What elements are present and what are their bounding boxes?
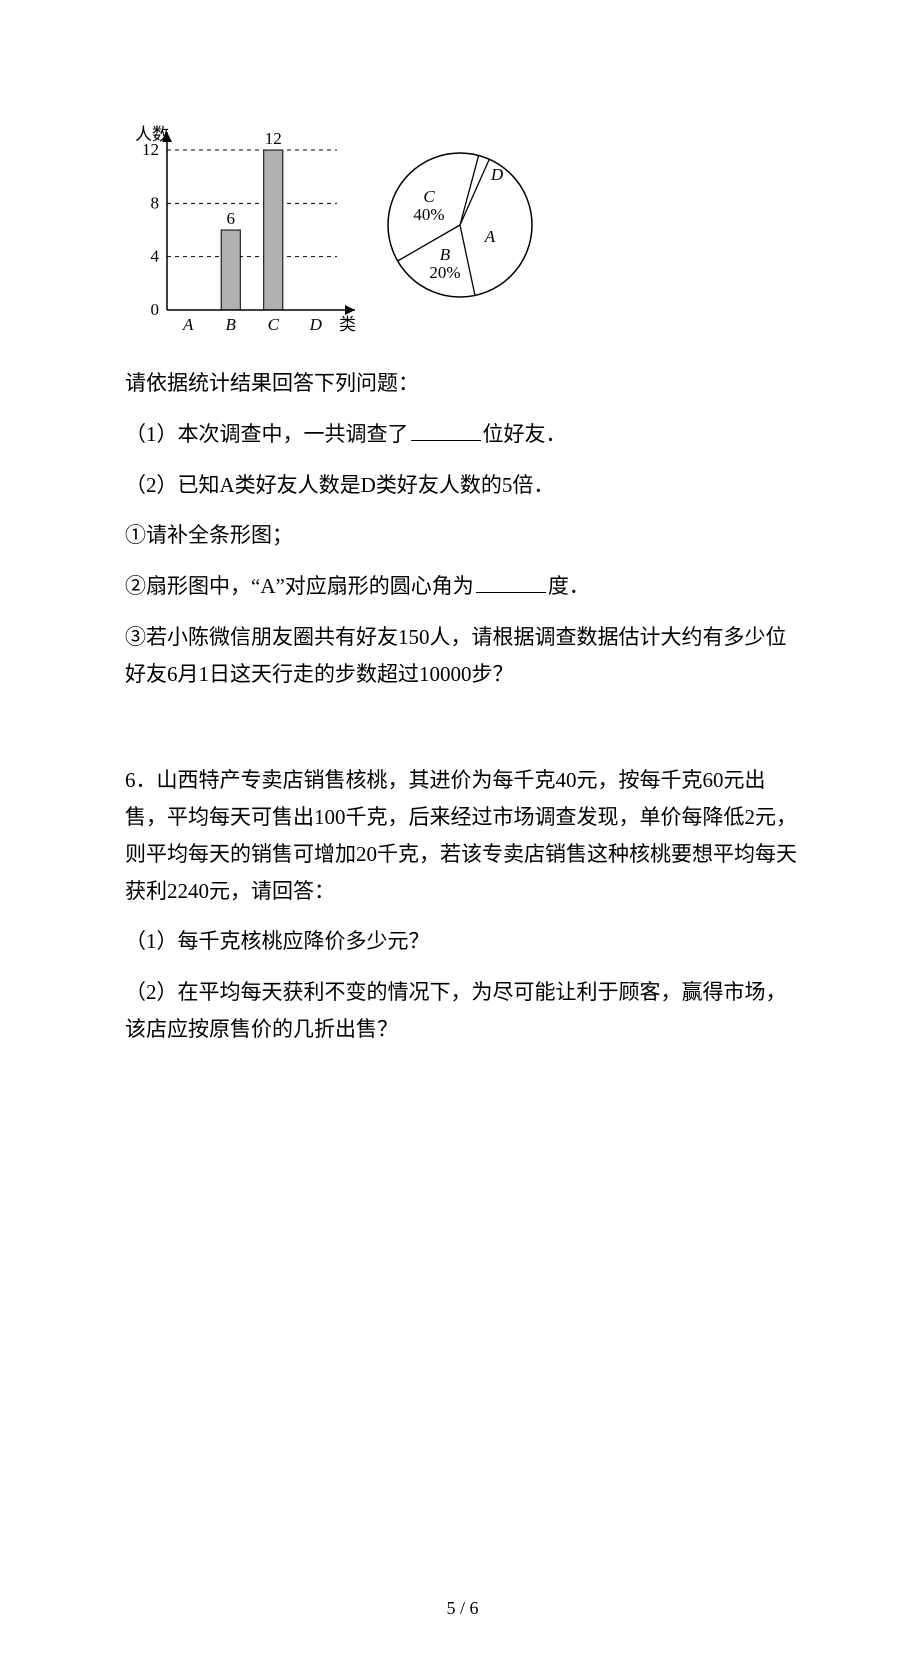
svg-text:C: C xyxy=(423,187,435,206)
q2-2-b: 度． xyxy=(548,574,590,598)
bar-chart-svg: 04812A6B12CD人数类别 xyxy=(125,110,355,340)
svg-text:20%: 20% xyxy=(429,263,460,282)
svg-text:A: A xyxy=(484,227,496,246)
q2-2-a: ②扇形图中，“A”对应扇形的圆心角为 xyxy=(125,574,474,598)
svg-text:8: 8 xyxy=(151,193,160,212)
q6-2: （2）在平均每天获利不变的情况下，为尽可能让利于顾客，赢得市场，该店应按原售价的… xyxy=(125,974,800,1048)
svg-text:12: 12 xyxy=(265,129,282,148)
svg-text:人数: 人数 xyxy=(135,125,169,144)
q2-1: ①请补全条形图； xyxy=(125,517,800,554)
q2-2-blank xyxy=(476,571,546,593)
q6: 6．山西特产专卖店销售核桃，其进价为每千克40元，按每千克60元出售，平均每天可… xyxy=(125,762,800,909)
svg-text:0: 0 xyxy=(151,300,160,319)
svg-text:D: D xyxy=(309,315,323,334)
svg-text:C: C xyxy=(268,315,280,334)
pie-chart-svg: A B20% C40% D xyxy=(375,140,550,310)
q1-blank xyxy=(411,419,481,441)
q1-b: 位好友． xyxy=(483,422,567,446)
q1-a: （1）本次调查中，一共调查了 xyxy=(125,422,409,446)
svg-text:A: A xyxy=(182,315,194,334)
figure-row: 04812A6B12CD人数类别 AB20%C40%D xyxy=(125,110,800,345)
svg-text:40%: 40% xyxy=(413,205,444,224)
svg-text:类别: 类别 xyxy=(339,315,355,334)
q2: （2）已知A类好友人数是D类好友人数的5倍． xyxy=(125,467,800,504)
prompt-line: 请依据统计结果回答下列问题： xyxy=(125,365,800,402)
svg-text:B: B xyxy=(226,315,237,334)
svg-text:6: 6 xyxy=(227,209,236,228)
svg-text:4: 4 xyxy=(151,247,160,266)
pie-chart: A B20% C40% D xyxy=(375,140,550,315)
svg-text:D: D xyxy=(490,165,504,184)
page-footer: 5 / 6 xyxy=(125,1598,800,1619)
q1: （1）本次调查中，一共调查了 位好友． xyxy=(125,416,800,453)
bar-chart: 04812A6B12CD人数类别 xyxy=(125,110,355,345)
q2-2: ②扇形图中，“A”对应扇形的圆心角为 度． xyxy=(125,568,800,605)
svg-text:B: B xyxy=(440,245,451,264)
q6-1: （1）每千克核桃应降价多少元？ xyxy=(125,923,800,960)
q2-3: ③若小陈微信朋友圈共有好友150人，请根据调查数据估计大约有多少位好友6月1日这… xyxy=(125,619,800,693)
